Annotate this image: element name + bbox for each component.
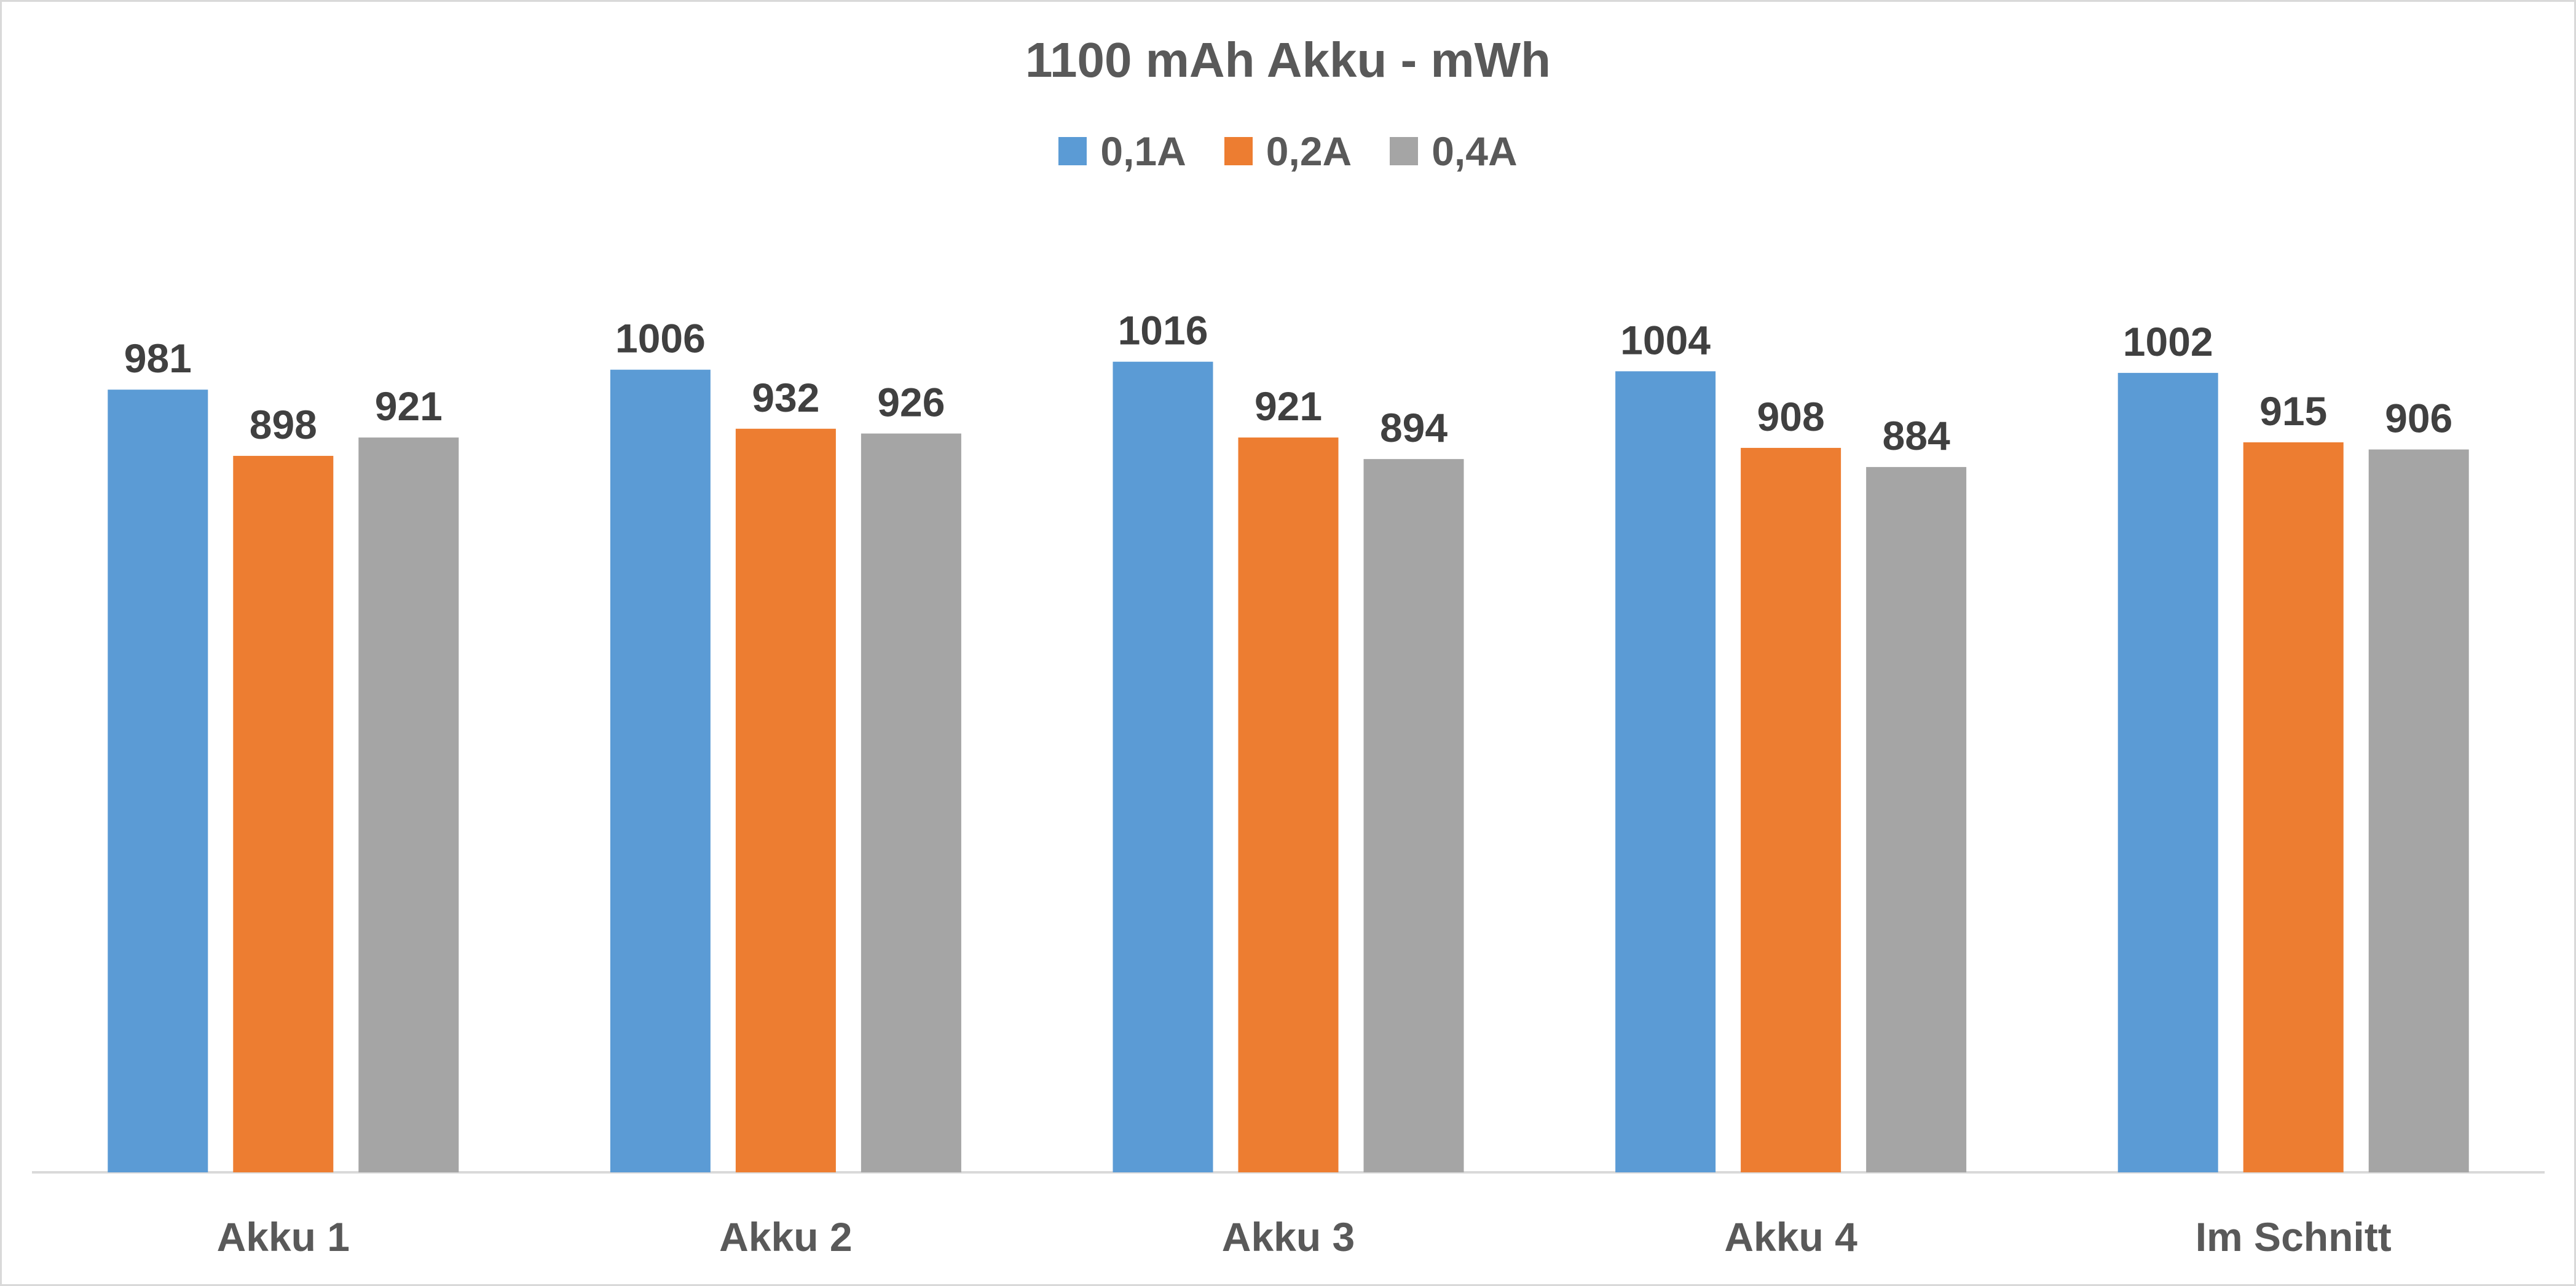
category-label-akku-3: Akku 3	[1222, 1214, 1355, 1260]
bar-akku-4-series-1[interactable]	[1615, 371, 1716, 1173]
data-label-akku-4-series-1: 1004	[1620, 317, 1711, 363]
bar-akku-1-series-1[interactable]	[108, 390, 208, 1172]
bar-im-schnitt-series-1[interactable]	[2117, 372, 2218, 1172]
data-label-im-schnitt-series-2: 915	[2259, 388, 2327, 434]
category-label-akku-4: Akku 4	[1724, 1214, 1857, 1260]
bar-akku-3-series-2[interactable]	[1238, 437, 1339, 1173]
bar-akku-2-series-3[interactable]	[861, 433, 961, 1172]
bar-im-schnitt-series-2[interactable]	[2243, 442, 2344, 1172]
legend-item-series-1[interactable]: 0,1A	[1058, 128, 1186, 174]
bar-akku-3-series-3[interactable]	[1363, 459, 1464, 1173]
legend-swatch-series-1	[1058, 137, 1087, 165]
legend-item-series-2[interactable]: 0,2A	[1224, 128, 1352, 174]
legend-swatch-series-2	[1224, 137, 1253, 165]
data-label-akku-2-series-1: 1006	[615, 316, 706, 361]
category-label-akku-2: Akku 2	[719, 1214, 852, 1260]
legend: 0,1A 0,2A 0,4A	[0, 128, 2576, 174]
data-label-akku-1-series-1: 981	[124, 335, 192, 381]
data-label-akku-2-series-2: 932	[752, 375, 819, 420]
data-label-akku-1-series-2: 898	[250, 402, 317, 447]
bar-akku-1-series-3[interactable]	[358, 437, 459, 1173]
data-label-akku-2-series-3: 926	[877, 380, 945, 425]
data-label-akku-3-series-2: 921	[1255, 383, 1322, 429]
data-label-akku-4-series-3: 884	[1883, 413, 1950, 458]
data-label-akku-1-series-3: 921	[375, 383, 443, 429]
legend-swatch-series-3	[1390, 137, 1419, 165]
bar-im-schnitt-series-3[interactable]	[2368, 449, 2469, 1172]
data-label-akku-3-series-3: 894	[1380, 405, 1448, 450]
bar-akku-3-series-1[interactable]	[1113, 361, 1213, 1173]
category-label-akku-1: Akku 1	[217, 1214, 350, 1260]
bar-akku-2-series-1[interactable]	[610, 369, 711, 1172]
legend-label-series-1: 0,1A	[1100, 128, 1186, 174]
bar-akku-4-series-2[interactable]	[1741, 447, 1841, 1172]
category-label-im-schnitt: Im Schnitt	[2196, 1214, 2392, 1260]
chart-title: 1100 mAh Akku - mWh	[1025, 33, 1551, 87]
data-label-akku-3-series-1: 1016	[1118, 308, 1208, 353]
bar-akku-4-series-3[interactable]	[1866, 467, 1967, 1172]
legend-label-series-3: 0,4A	[1432, 128, 1518, 174]
data-label-im-schnitt-series-3: 906	[2385, 396, 2452, 441]
data-label-im-schnitt-series-1: 1002	[2123, 319, 2213, 364]
bar-akku-1-series-2[interactable]	[233, 455, 334, 1173]
legend-item-series-3[interactable]: 0,4A	[1390, 128, 1518, 174]
legend-label-series-2: 0,2A	[1266, 128, 1352, 174]
data-label-akku-4-series-2: 908	[1757, 394, 1825, 439]
bar-akku-2-series-2[interactable]	[735, 428, 836, 1172]
